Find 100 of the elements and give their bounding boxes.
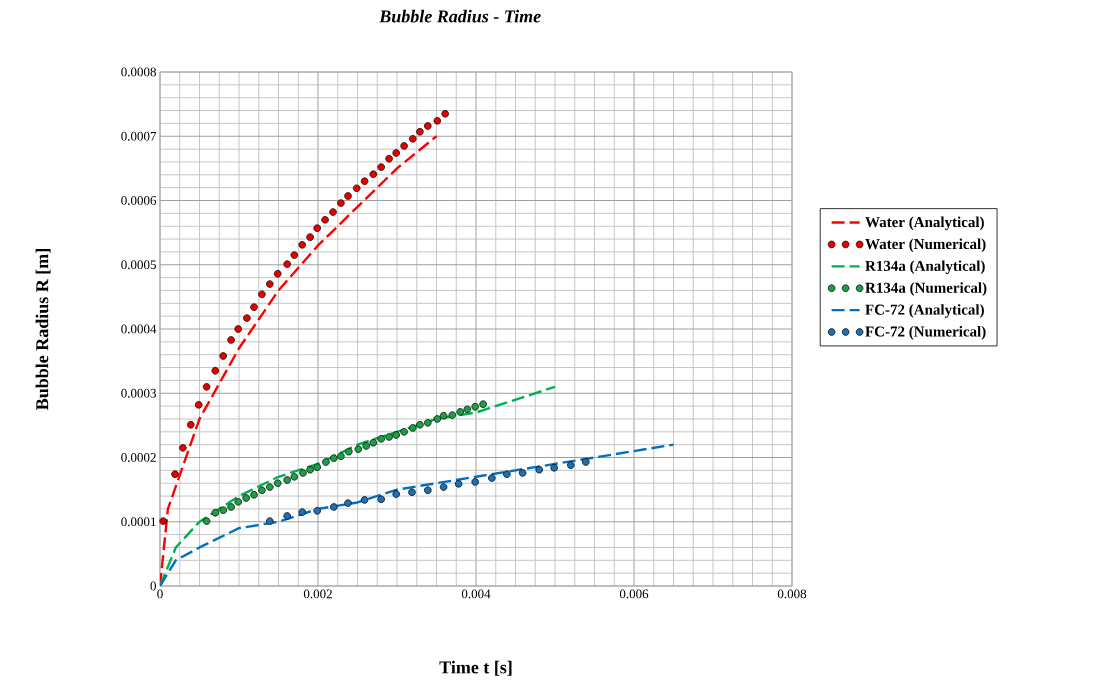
x-tick-label: 0.004 <box>461 589 491 599</box>
point <box>456 408 464 416</box>
point <box>227 503 235 511</box>
point <box>518 469 527 477</box>
point <box>471 478 479 486</box>
point <box>290 473 299 481</box>
legend-label: R134a (Analytical) <box>865 260 985 275</box>
point <box>283 476 291 484</box>
y-tick-label: 0.0001 <box>121 517 156 527</box>
point <box>330 503 338 511</box>
point <box>266 517 274 525</box>
point <box>283 260 291 268</box>
x-tick-label: 0.006 <box>619 589 649 599</box>
point <box>377 163 385 171</box>
point <box>345 447 353 456</box>
point <box>171 470 179 478</box>
point <box>266 280 274 288</box>
point <box>306 233 314 241</box>
point <box>400 428 408 436</box>
point <box>409 135 417 143</box>
x-tick-label: 0.002 <box>303 589 332 599</box>
point <box>385 433 393 441</box>
point <box>211 367 220 375</box>
point <box>344 192 352 200</box>
point <box>219 506 227 514</box>
point <box>385 154 393 163</box>
point <box>322 458 330 466</box>
point <box>313 224 321 232</box>
x-axis-title: Time t [s] <box>439 660 512 676</box>
point <box>360 496 369 504</box>
point <box>392 431 400 439</box>
point <box>441 110 449 118</box>
point <box>202 383 211 391</box>
point <box>243 314 251 322</box>
point <box>306 465 314 474</box>
legend-label: FC-72 (Analytical) <box>865 304 984 318</box>
point <box>424 122 432 130</box>
point <box>471 402 479 411</box>
legend-label: Water (Analytical) <box>865 216 984 231</box>
point <box>313 507 321 515</box>
point <box>290 251 299 259</box>
point <box>321 216 329 224</box>
point <box>202 517 211 525</box>
point <box>439 411 448 420</box>
point <box>433 117 442 125</box>
point <box>299 469 307 477</box>
legend-label: Water (Numerical) <box>865 238 986 253</box>
point <box>329 208 337 216</box>
legend-label: FC-72 (Numerical) <box>865 326 986 340</box>
y-tick-label: 0 <box>150 581 156 591</box>
point <box>273 479 282 487</box>
point <box>179 444 187 452</box>
point <box>250 303 258 311</box>
y-tick-label: 0.0007 <box>121 131 157 141</box>
point <box>424 419 432 427</box>
point <box>416 420 424 429</box>
point <box>550 464 558 472</box>
legend-label: R134a (Numerical) <box>865 282 987 296</box>
y-tick-label: 0.0003 <box>121 388 156 398</box>
point <box>408 488 416 496</box>
point <box>159 517 167 525</box>
point <box>219 352 227 360</box>
point <box>273 270 282 278</box>
point <box>463 405 472 414</box>
y-tick-label: 0.0008 <box>121 67 156 77</box>
point <box>337 452 345 460</box>
point <box>313 463 321 471</box>
point <box>298 241 306 249</box>
point <box>211 509 220 517</box>
point <box>567 461 575 469</box>
point <box>258 290 266 299</box>
point <box>424 486 432 495</box>
point <box>258 486 266 495</box>
point <box>227 336 235 344</box>
point <box>392 490 400 498</box>
point <box>362 442 370 450</box>
point <box>409 424 417 432</box>
y-axis-title: Bubble Radius R [m] <box>35 249 51 410</box>
y-tick-label: 0.0006 <box>121 196 157 205</box>
point <box>503 470 511 478</box>
point <box>337 199 345 207</box>
point <box>488 474 496 482</box>
y-tick-label: 0.0004 <box>121 324 157 334</box>
x-tick-label: 0.008 <box>777 589 807 599</box>
point <box>377 495 385 504</box>
point <box>416 128 424 136</box>
point <box>234 325 242 333</box>
point <box>242 494 250 502</box>
chart-title: Bubble Radius - Time <box>379 9 541 23</box>
point <box>354 445 363 453</box>
point <box>448 411 457 419</box>
point <box>369 170 378 178</box>
y-tick-label: 0.0005 <box>121 260 156 270</box>
point <box>535 465 543 474</box>
point <box>344 499 352 507</box>
point <box>392 149 400 157</box>
point <box>283 512 291 520</box>
y-tick-label: 0.0002 <box>121 453 156 462</box>
point <box>400 142 408 150</box>
point <box>250 491 258 499</box>
